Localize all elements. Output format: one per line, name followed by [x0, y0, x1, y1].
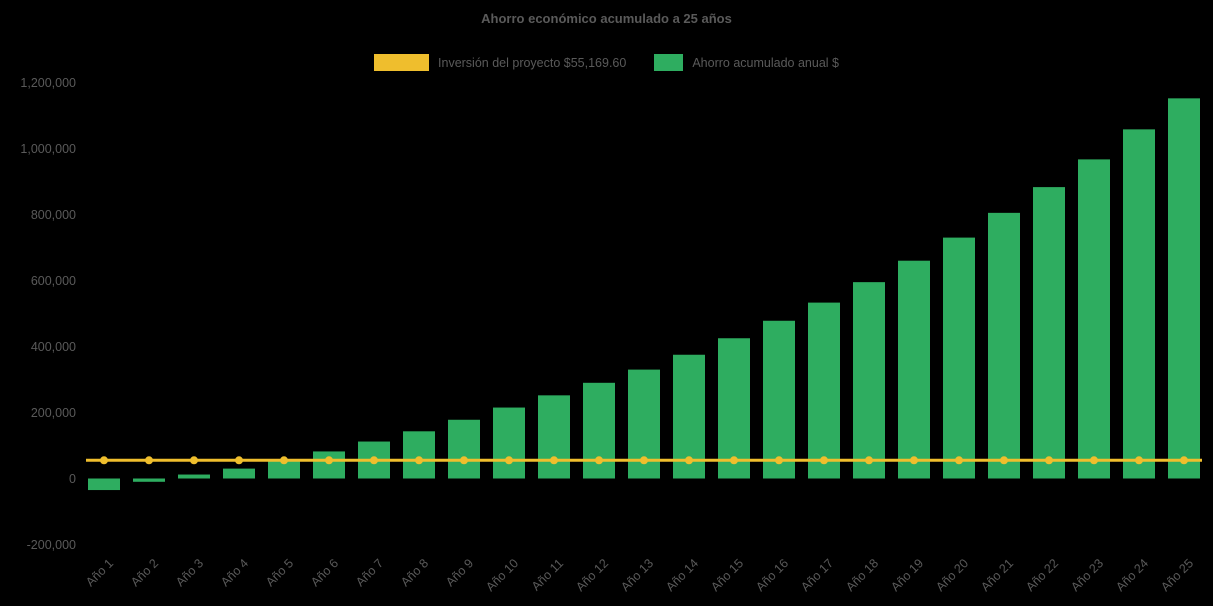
investment-marker: [1090, 456, 1098, 465]
x-axis-labels: Año 1 Año 2 Año 3 Año 4 Año 5 Año 6 Año 7 Año 8…: [83, 556, 1196, 594]
y-axis-label: 1,000,000: [20, 142, 76, 156]
investment-marker: [910, 456, 918, 465]
investment-marker: [865, 456, 873, 465]
x-axis-label: Año 12: [573, 556, 611, 594]
investment-marker: [550, 456, 558, 465]
investment-marker: [415, 456, 423, 465]
investment-marker: [370, 456, 378, 465]
bar-a-o-15: [718, 338, 750, 479]
investment-marker: [145, 456, 153, 465]
bar-a-o-17: [808, 302, 840, 479]
legend-swatch-savings-bar: [654, 54, 684, 71]
x-axis-label: Año 8: [398, 556, 431, 589]
x-axis-label: Año 24: [1113, 556, 1151, 594]
bars: [88, 98, 1200, 491]
x-axis-label: Año 6: [308, 556, 341, 589]
bar-a-o-5: [268, 460, 300, 479]
bar-a-o-21: [988, 212, 1020, 479]
bar-a-o-25: [1168, 98, 1200, 479]
investment-marker: [1135, 456, 1143, 465]
investment-marker: [280, 456, 288, 465]
bar-a-o-20: [943, 237, 975, 479]
bar-a-o-6: [313, 451, 345, 479]
legend-label-investment: Inversión del proyecto $55,169.60: [438, 55, 627, 70]
y-axis-label: 800,000: [31, 208, 76, 222]
y-axis-label: -200,000: [27, 538, 76, 552]
legend-label-savings: Ahorro acumulado anual $: [692, 55, 839, 70]
bar-a-o-2: [133, 478, 165, 482]
bar-a-o-1: [88, 478, 120, 491]
x-axis-label: Año 17: [798, 556, 836, 594]
investment-marker: [595, 456, 603, 465]
chart-title: Ahorro económico acumulado a 25 años: [481, 11, 732, 26]
investment-marker: [685, 456, 693, 465]
y-axis-labels: -200,000 0 200,000 400,000 600,000 800,000 1,0…: [20, 76, 76, 552]
x-axis-label: Año 20: [933, 556, 971, 594]
x-axis-label: Año 13: [618, 556, 656, 594]
x-axis-label: Año 16: [753, 556, 791, 594]
investment-marker: [235, 456, 243, 465]
x-axis-label: Año 1: [83, 556, 116, 589]
y-axis-label: 0: [69, 472, 76, 486]
legend-item-savings: Ahorro acumulado anual $: [654, 54, 839, 71]
investment-marker: [505, 456, 513, 465]
bar-a-o-19: [898, 260, 930, 479]
x-axis-label: Año 21: [978, 556, 1016, 594]
bar-a-o-8: [403, 431, 435, 479]
x-axis-label: Año 9: [443, 556, 476, 589]
x-axis-label: Año 23: [1068, 556, 1106, 594]
investment-marker: [955, 456, 963, 465]
investment-marker: [325, 456, 333, 465]
bar-a-o-24: [1123, 129, 1155, 479]
y-axis-label: 400,000: [31, 340, 76, 354]
bar-a-o-22: [1033, 187, 1065, 479]
bar-a-o-9: [448, 419, 480, 479]
investment-marker: [460, 456, 468, 465]
x-axis-label: Año 7: [353, 556, 386, 589]
y-axis-label: 600,000: [31, 274, 76, 288]
investment-marker: [775, 456, 783, 465]
bar-a-o-3: [178, 474, 210, 479]
bar-a-o-18: [853, 282, 885, 479]
x-axis-label: Año 10: [483, 556, 521, 594]
y-axis-label: 1,200,000: [20, 76, 76, 90]
investment-marker: [820, 456, 828, 465]
legend-item-investment: Inversión del proyecto $55,169.60: [374, 54, 626, 71]
x-axis-label: Año 19: [888, 556, 926, 594]
bar-a-o-16: [763, 320, 795, 479]
x-axis-label: Año 25: [1158, 556, 1196, 594]
x-axis-label: Año 22: [1023, 556, 1061, 594]
x-axis-label: Año 14: [663, 556, 701, 594]
bar-a-o-10: [493, 407, 525, 479]
y-axis-label: 200,000: [31, 406, 76, 420]
investment-marker: [640, 456, 648, 465]
x-axis-label: Año 3: [173, 556, 206, 589]
investment-marker: [100, 456, 108, 465]
x-axis-label: Año 15: [708, 556, 746, 594]
investment-marker: [1045, 456, 1053, 465]
legend-swatch-investment-line: [374, 54, 430, 71]
bar-a-o-23: [1078, 159, 1110, 479]
bar-a-o-11: [538, 395, 570, 479]
investment-markers: [100, 456, 1188, 465]
x-axis-label: Año 18: [843, 556, 881, 594]
investment-marker: [1000, 456, 1008, 465]
x-axis-label: Año 11: [529, 556, 566, 593]
investment-marker: [730, 456, 738, 465]
bar-a-o-4: [223, 468, 255, 479]
x-axis-label: Año 5: [263, 556, 296, 589]
investment-marker: [1180, 456, 1188, 465]
x-axis-label: Año 4: [218, 556, 251, 589]
legend: Inversión del proyecto $55,169.60 Ahorro…: [0, 54, 1213, 71]
x-axis-label: Año 2: [128, 556, 161, 589]
investment-marker: [190, 456, 198, 465]
